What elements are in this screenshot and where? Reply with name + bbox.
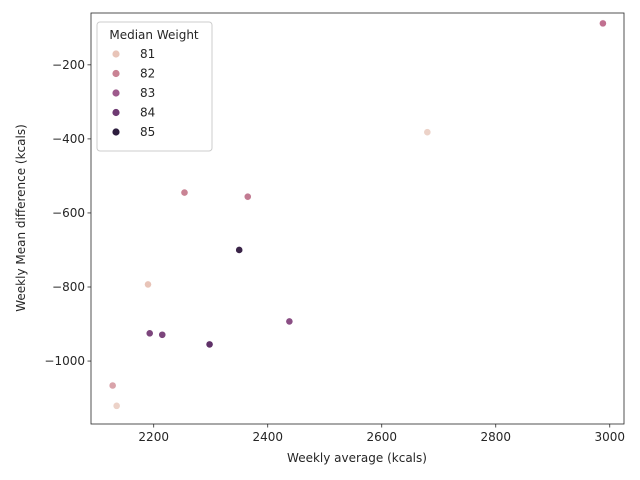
scatter-point: [205, 340, 214, 349]
scatter-point: [158, 330, 167, 339]
y-tick-label: −1000: [44, 354, 85, 368]
x-tick-label: 2400: [252, 430, 283, 444]
legend-label: 82: [140, 67, 155, 81]
legend-label: 85: [140, 125, 155, 139]
legend-marker: [112, 69, 120, 78]
x-axis-label: Weekly average (kcals): [287, 451, 427, 465]
data-points: [108, 19, 607, 410]
legend-marker: [112, 89, 120, 97]
legend-marker: [112, 50, 120, 58]
legend-label: 83: [140, 86, 155, 100]
legend: Median Weight 81 82 83 84 85: [96, 21, 213, 152]
scatter-point: [243, 192, 252, 201]
y-tick-label: −400: [52, 132, 85, 146]
legend-label: 81: [140, 47, 155, 61]
x-tick-label: 2600: [366, 430, 397, 444]
scatter-point: [423, 128, 432, 137]
scatter-point: [599, 19, 607, 28]
legend-entries: 81 82 83 84 85: [112, 47, 155, 139]
y-axis-label: Weekly Mean difference (kcals): [14, 124, 28, 312]
x-tick-label: 2800: [480, 430, 511, 444]
legend-marker: [112, 108, 120, 117]
x-tick-label: 2200: [138, 430, 169, 444]
scatter-point: [145, 329, 154, 338]
scatter-point: [235, 246, 244, 254]
scatter-point: [112, 401, 121, 410]
legend-title: Median Weight: [109, 28, 199, 42]
plot-frame: [90, 12, 625, 425]
legend-marker: [112, 128, 120, 136]
x-tick-label: 3000: [594, 430, 625, 444]
legend-label: 84: [140, 106, 155, 120]
plot-area: [90, 12, 625, 425]
y-axis-ticks: −1000 −800 −600 −400 −200: [44, 58, 91, 368]
y-tick-label: −800: [52, 280, 85, 294]
x-axis-ticks: 2200 2400 2600 2800 3000: [138, 424, 625, 444]
y-tick-label: −200: [52, 58, 85, 72]
y-tick-label: −600: [52, 206, 85, 220]
scatter-point: [144, 280, 152, 289]
legend-frame: [96, 21, 213, 152]
scatter-point: [180, 188, 189, 197]
scatter-point: [108, 381, 117, 390]
scatter-point: [285, 317, 294, 326]
